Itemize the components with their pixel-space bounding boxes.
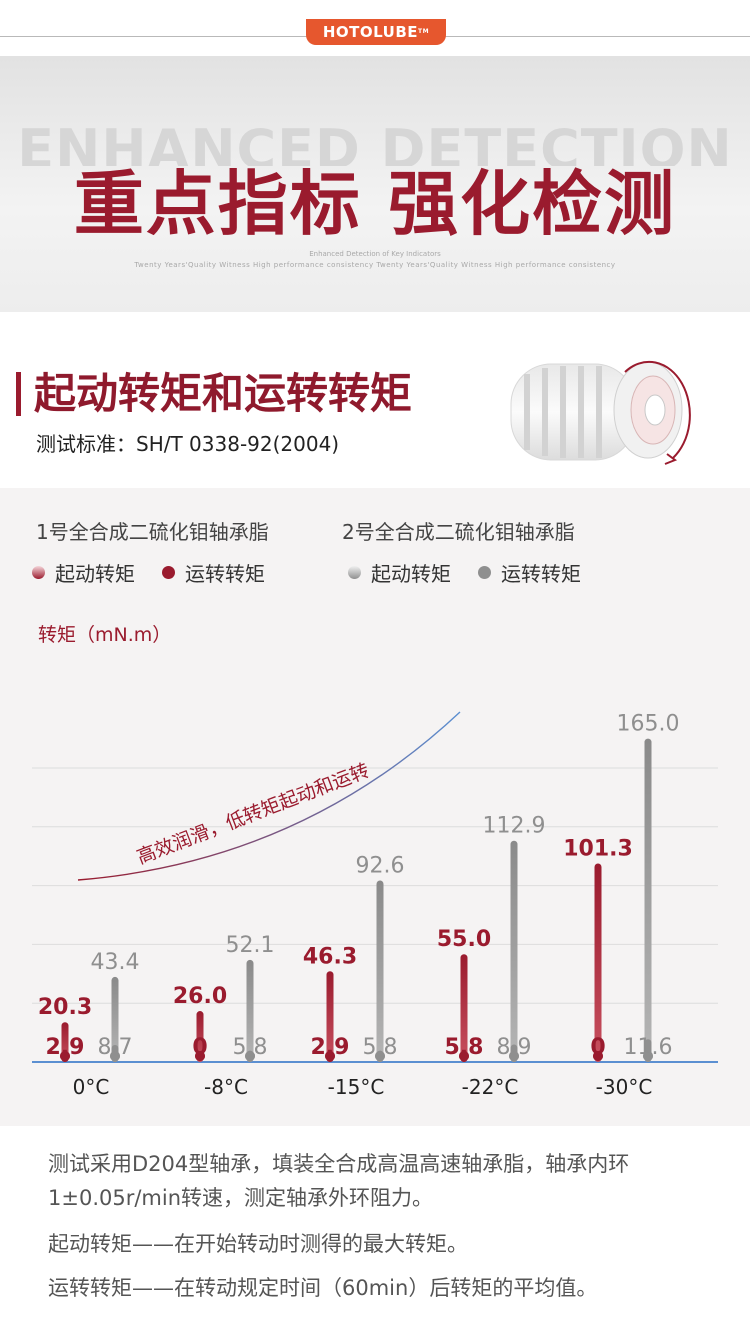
brand-logo-tm: TM: [418, 28, 430, 35]
bar-grease2-start-label: 52.1: [226, 933, 275, 958]
bar-grease1-run-base: [459, 1051, 469, 1061]
legend-group-2: 2号全合成二硫化钼轴承脂: [342, 520, 575, 544]
chart-annotation: 高效润滑，低转矩起动和运转: [134, 760, 372, 869]
bar-grease2-run-label: 8.9: [497, 1035, 532, 1060]
brand-logo: HOTOLUBETM: [306, 19, 446, 45]
bar-grease2-run-base: [643, 1051, 653, 1061]
legend-g2-start-swatch: [348, 566, 361, 579]
legend-g2-run-swatch: [478, 566, 491, 579]
bar-grease2-start: [644, 738, 652, 1062]
bearing-icon: [510, 360, 691, 465]
bar-grease1-run-label: 2.9: [311, 1035, 350, 1060]
bar-grease1-start-label: 20.3: [38, 995, 92, 1020]
bar-grease2-run-base: [245, 1051, 255, 1061]
bar-grease1-run-base: [325, 1051, 335, 1061]
test-standard: 测试标准：SH/T 0338-92(2004): [36, 432, 340, 456]
legend-g2-start-label: 起动转矩: [371, 562, 451, 586]
bar-grease2-run-base: [375, 1051, 385, 1061]
bar-grease1-start-label: 46.3: [303, 944, 357, 969]
bar-grease2-start: [111, 976, 119, 1062]
section-accent-bar: [16, 372, 21, 416]
description-line-2: 1±0.05r/min转速，测定轴承外环阻力。: [48, 1186, 434, 1210]
bar-grease2-start: [246, 959, 254, 1062]
bar-grease2-start: [510, 840, 518, 1062]
x-tick-label: -8°C: [204, 1075, 248, 1099]
bar-grease2-run-label: 8.7: [98, 1035, 133, 1060]
trend-curve: [77, 711, 461, 881]
bar-grease1-start: [594, 863, 602, 1062]
x-tick-label: -15°C: [328, 1075, 385, 1099]
hero-subtitle-1: Enhanced Detection of Key Indicators: [309, 250, 441, 258]
bar-grease2-run-label: 5.8: [233, 1035, 268, 1060]
bar-grease2-start: [376, 880, 384, 1062]
legend-g1-run-label: 运转转矩: [185, 562, 265, 586]
bar-grease2-run-base: [509, 1051, 519, 1061]
bar-grease2-run-label: 11.6: [624, 1035, 673, 1060]
bar-grease2-run-base: [110, 1051, 120, 1061]
bar-grease1-start: [326, 971, 334, 1062]
legend-g2-run-label: 运转转矩: [501, 562, 581, 586]
bar-grease1-run-label: 0: [192, 1035, 207, 1060]
bar-grease1-start-label: 101.3: [563, 836, 633, 861]
legend-g1-start-swatch: [32, 566, 45, 579]
hero-ghost-text: ENHANCED DETECTION: [17, 118, 733, 166]
legend-g1-start-label: 起动转矩: [55, 562, 135, 586]
chart-y-label: 转矩（mN.m）: [38, 624, 172, 646]
section-title: 起动转矩和运转转矩: [34, 369, 413, 418]
x-tick-label: 0°C: [73, 1075, 110, 1099]
top-bar: HOTOLUBETM: [0, 0, 750, 48]
legend-g1-run-swatch: [162, 566, 175, 579]
bar-grease2-start-label: 112.9: [483, 814, 546, 839]
legend-g2-start: 起动转矩: [348, 558, 451, 587]
bar-grease1-run-label: 2.9: [46, 1035, 85, 1060]
description-line-3: 起动转矩——在开始转动时测得的最大转矩。: [48, 1232, 468, 1256]
hero-banner: [0, 56, 750, 312]
bar-grease1-run-base: [60, 1051, 70, 1061]
bar-grease1-start-label: 26.0: [173, 984, 227, 1009]
bar-grease2-start-label: 165.0: [617, 712, 680, 737]
bar-grease1-run-label: 0: [590, 1035, 605, 1060]
legend-g1-start: 起动转矩: [32, 558, 135, 587]
chart-panel: [0, 488, 750, 1126]
bar-grease2-start-label: 92.6: [356, 854, 405, 879]
hero-subtitle-2: Twenty Years'Quality Witness High perfor…: [134, 261, 616, 269]
legend-group-1: 1号全合成二硫化钼轴承脂: [36, 520, 269, 544]
bar-grease1-run-base: [195, 1051, 205, 1061]
bar-grease2-run-label: 5.8: [363, 1035, 398, 1060]
brand-logo-text: HOTOLUBE: [322, 23, 419, 41]
hero-title: 重点指标 强化检测: [73, 163, 677, 245]
legend-g2-run: 运转转矩: [478, 558, 581, 587]
bar-grease1-start-label: 55.0: [437, 927, 491, 952]
bar-grease2-start-label: 43.4: [91, 950, 140, 975]
x-tick-label: -30°C: [596, 1075, 653, 1099]
bar-grease1-run-label: 5.8: [445, 1035, 484, 1060]
bar-grease1-run-base: [593, 1051, 603, 1061]
x-tick-label: -22°C: [462, 1075, 519, 1099]
bar-grease1-start: [196, 1011, 204, 1062]
legend-g1-run: 运转转矩: [162, 558, 265, 587]
torque-chart: 高效润滑，低转矩起动和运转 20.3 2.9 43.4 8.7 26.0 0 52.1 5.8…: [32, 711, 718, 1099]
description-line-1: 测试采用D204型轴承，填装全合成高温高速轴承脂，轴承内环: [48, 1152, 630, 1176]
bar-grease1-start: [460, 954, 468, 1062]
description-line-4: 运转转矩——在转动规定时间（60min）后转矩的平均值。: [48, 1276, 598, 1300]
